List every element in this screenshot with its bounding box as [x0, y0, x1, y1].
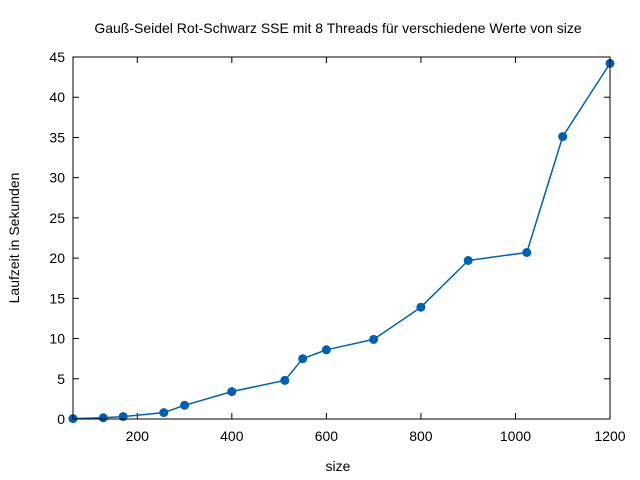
y-tick-label: 15 — [49, 290, 65, 306]
data-point — [98, 413, 108, 423]
data-point — [118, 412, 128, 422]
y-tick-label: 0 — [57, 411, 65, 427]
data-point — [522, 248, 532, 257]
data-point — [558, 132, 568, 142]
x-axis-ticks: 200 400 600 800 1000 1200 — [126, 57, 626, 444]
x-axis-label: size — [326, 458, 351, 474]
y-tick-label: 20 — [49, 250, 65, 266]
x-tick-label: 1000 — [500, 428, 531, 444]
data-point — [180, 400, 190, 410]
y-tick-label: 30 — [49, 170, 65, 186]
y-tick-label: 45 — [49, 49, 65, 65]
data-point — [463, 256, 473, 265]
y-tick-label: 40 — [49, 89, 65, 105]
y-axis-ticks: 0 5 10 15 20 25 30 35 40 45 — [49, 49, 610, 427]
y-tick-label: 25 — [49, 210, 65, 226]
chart-title: Gauß-Seidel Rot-Schwarz SSE mit 8 Thread… — [94, 20, 582, 36]
y-axis-label: Laufzeit in Sekunden — [6, 173, 22, 304]
data-point — [369, 334, 379, 344]
y-tick-label: 35 — [49, 129, 65, 145]
x-tick-label: 800 — [409, 428, 433, 444]
data-point — [416, 302, 426, 312]
x-tick-label: 400 — [220, 428, 244, 444]
data-point — [321, 345, 331, 355]
y-tick-label: 10 — [49, 331, 65, 347]
data-point — [159, 408, 169, 418]
data-point — [227, 387, 237, 397]
x-tick-label: 600 — [315, 428, 339, 444]
data-point — [298, 354, 308, 364]
x-tick-label: 1200 — [594, 428, 625, 444]
x-tick-label: 200 — [126, 428, 150, 444]
data-point — [280, 375, 290, 385]
data-points — [68, 58, 615, 424]
series-line — [72, 62, 611, 420]
y-tick-label: 5 — [57, 371, 65, 387]
plot-frame — [72, 56, 611, 420]
